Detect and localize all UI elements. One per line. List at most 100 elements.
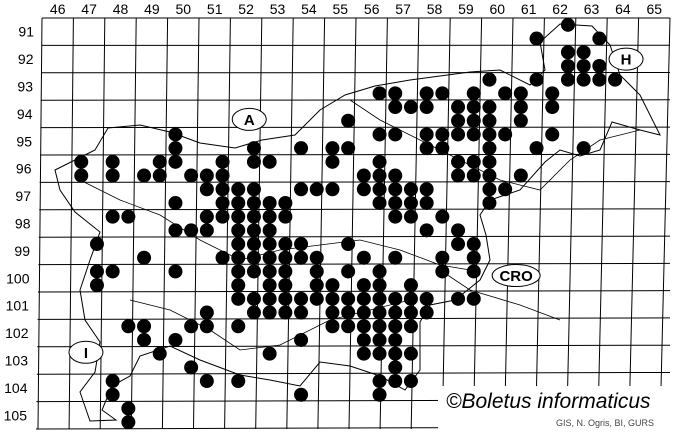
grid-line-vertical: [566, 17, 577, 430]
record-dot: [560, 17, 575, 32]
record-dot: [278, 237, 293, 252]
record-dot: [199, 223, 214, 238]
record-dot: [246, 305, 261, 320]
record-dot: [482, 72, 497, 87]
record-dot: [466, 291, 481, 306]
record-dot: [215, 250, 230, 265]
record-dot: [372, 319, 387, 334]
record-dot: [372, 278, 387, 293]
record-dot: [403, 305, 418, 320]
record-dot: [356, 291, 371, 306]
record-dot: [466, 127, 481, 142]
record-dot: [231, 264, 246, 279]
river-line: [439, 269, 561, 321]
record-dot: [356, 278, 371, 293]
record-dot: [309, 278, 324, 293]
record-dot: [325, 182, 340, 197]
row-label: 98: [15, 216, 31, 232]
record-dot: [388, 250, 403, 265]
record-dot: [466, 250, 481, 265]
grid-line-vertical: [659, 17, 671, 430]
region-label-cro: CRO: [491, 264, 541, 288]
record-dot: [419, 223, 434, 238]
record-dot: [403, 346, 418, 361]
grid-line-vertical: [535, 17, 545, 430]
row-label: 102: [5, 325, 29, 341]
record-dot: [137, 319, 152, 334]
region-label-a: A: [231, 107, 267, 131]
column-label: 60: [490, 1, 506, 17]
record-dot: [529, 72, 544, 87]
grid-line-vertical: [255, 17, 263, 430]
record-dot: [184, 168, 199, 183]
record-dot: [419, 291, 434, 306]
record-dot: [325, 305, 340, 320]
record-dot: [372, 264, 387, 279]
record-dot: [231, 237, 246, 252]
record-dot: [451, 127, 466, 142]
record-dot: [278, 250, 293, 265]
record-dot: [388, 332, 403, 347]
record-dot: [262, 209, 277, 224]
copyright-text: ©Boletus informaticus: [446, 390, 651, 413]
column-label: 52: [238, 1, 254, 17]
record-dot: [388, 100, 403, 115]
row-label: 99: [14, 243, 30, 259]
record-dot: [246, 141, 261, 156]
record-dot: [592, 72, 607, 87]
grid-line-horizontal: [39, 208, 671, 211]
record-dot: [466, 100, 481, 115]
record-dot: [435, 86, 450, 101]
column-label: 54: [301, 1, 317, 17]
row-label: 105: [4, 407, 28, 423]
record-dot: [403, 182, 418, 197]
grid-line-vertical: [379, 17, 388, 430]
grid-line-vertical: [472, 17, 483, 430]
record-dot: [356, 346, 371, 361]
grid-line-vertical: [37, 17, 43, 430]
record-dot: [278, 264, 293, 279]
record-dot: [372, 127, 387, 142]
record-dot: [137, 168, 152, 183]
record-dot: [231, 319, 246, 334]
record-dot: [168, 127, 183, 142]
grid-line-vertical: [99, 17, 106, 430]
record-dot: [184, 360, 199, 375]
record-dot: [231, 223, 246, 238]
record-dot: [560, 72, 575, 87]
record-dot: [325, 319, 340, 334]
record-dot: [262, 305, 277, 320]
record-dot: [231, 374, 246, 389]
river-line: [79, 179, 471, 271]
record-dot: [89, 278, 104, 293]
region-ellipse: [608, 47, 644, 71]
record-dot: [199, 209, 214, 224]
record-dot: [372, 332, 387, 347]
record-dot: [325, 278, 340, 293]
record-dot: [356, 182, 371, 197]
record-dot: [388, 291, 403, 306]
record-dot: [388, 305, 403, 320]
record-dot: [294, 141, 309, 156]
record-dot: [184, 223, 199, 238]
record-dot: [278, 209, 293, 224]
record-dot: [592, 58, 607, 73]
record-dot: [545, 100, 560, 115]
record-dot: [356, 319, 371, 334]
record-dot: [451, 154, 466, 169]
record-dot: [419, 127, 434, 142]
grid-line-vertical: [286, 17, 294, 430]
record-dot: [372, 305, 387, 320]
column-label: 51: [207, 1, 223, 17]
record-dot: [231, 209, 246, 224]
record-dot: [576, 141, 591, 156]
record-dot: [513, 168, 528, 183]
record-dot: [246, 237, 261, 252]
record-dot: [294, 237, 309, 252]
record-dot: [466, 168, 481, 183]
record-dot: [513, 113, 528, 128]
record-dot: [482, 168, 497, 183]
credit-text: GIS, N. Ogris, BI, GURS: [556, 418, 654, 428]
record-dot: [545, 86, 560, 101]
